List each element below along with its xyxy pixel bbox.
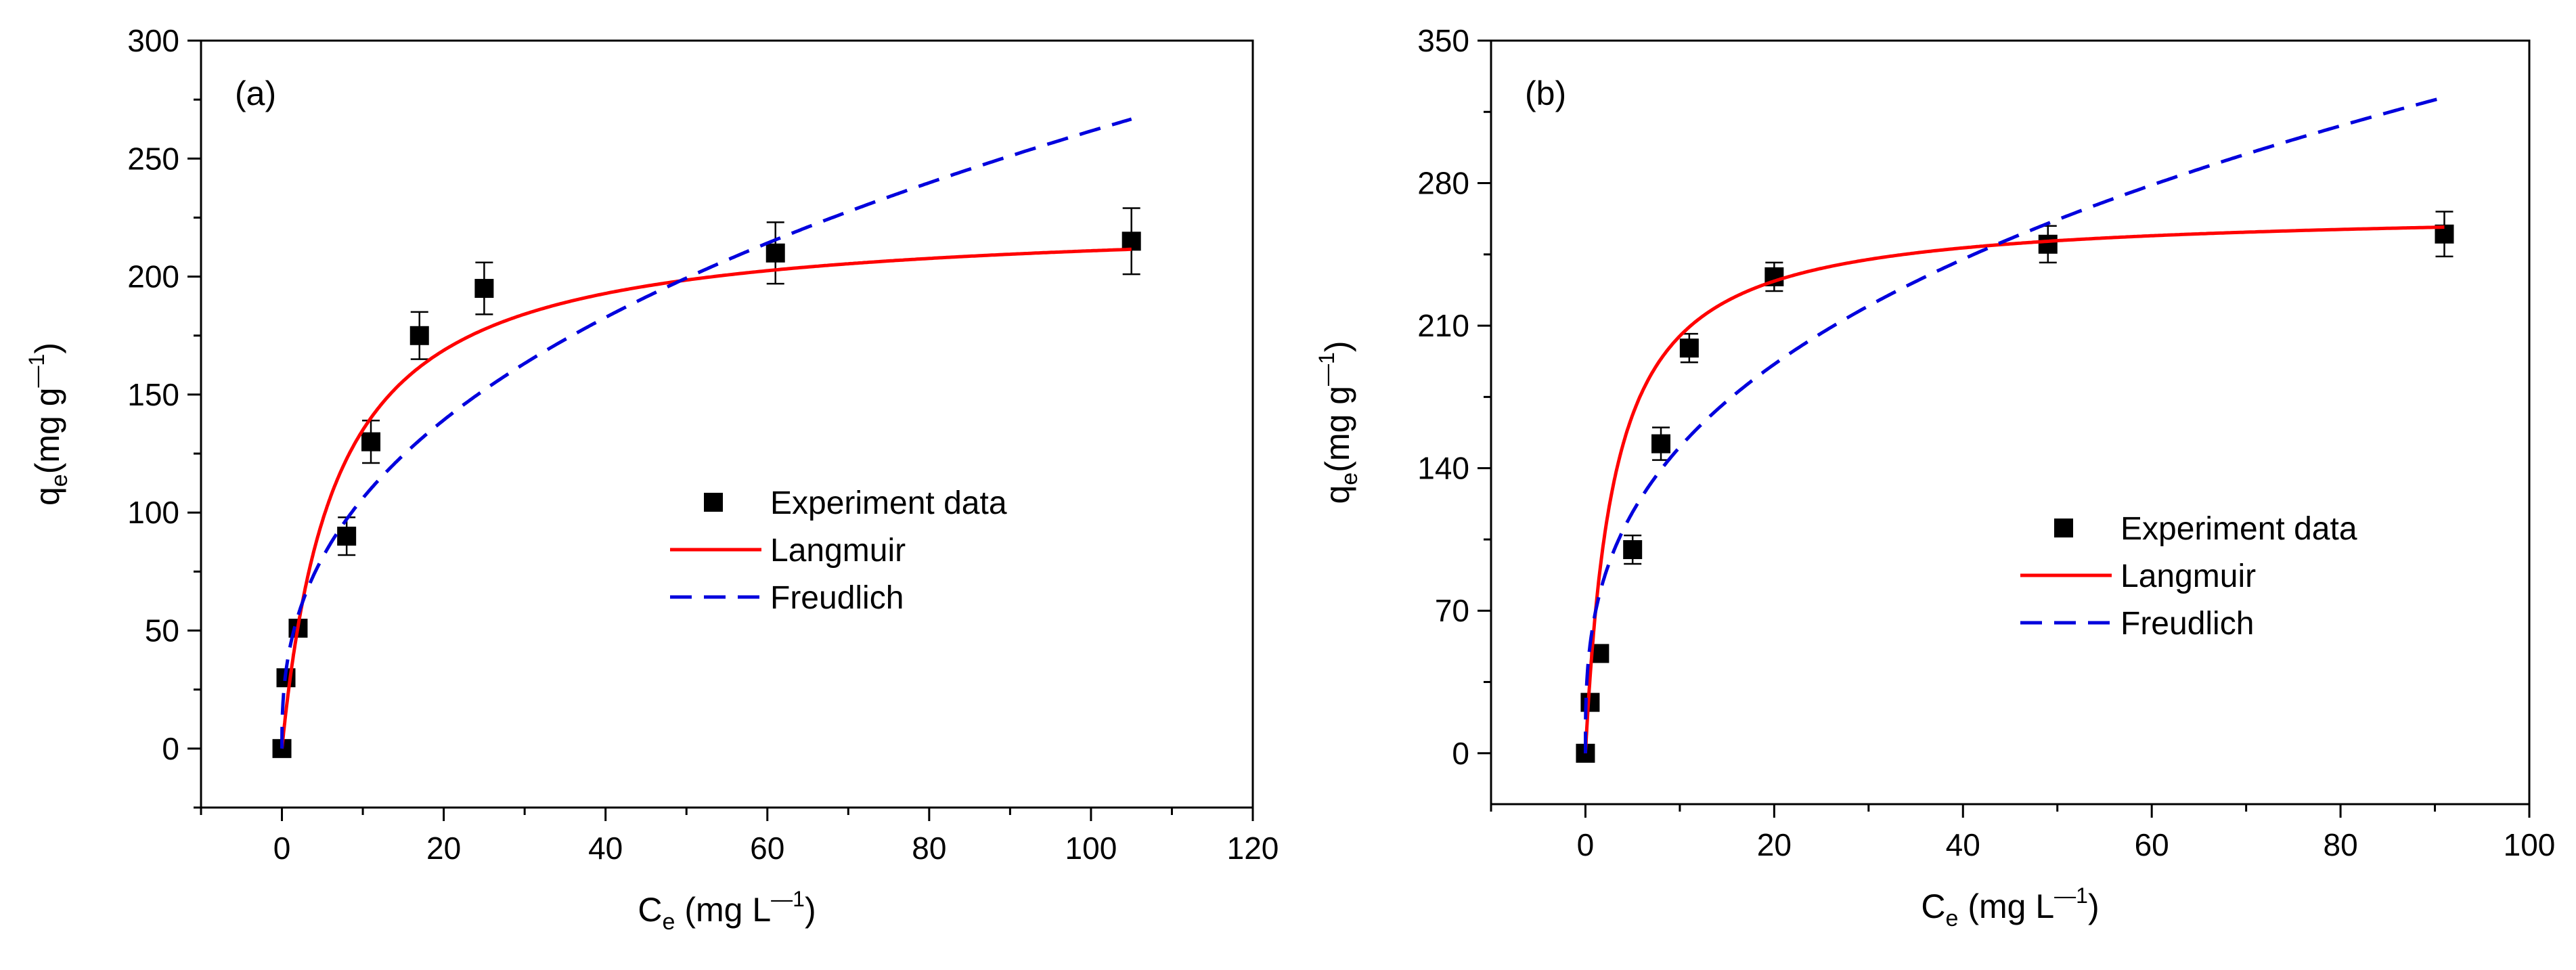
legend-label: Experiment data [2120, 511, 2357, 547]
y-tick-label: 300 [127, 23, 179, 58]
x-tick-label: 80 [912, 831, 946, 866]
freundlich-fit-line [1584, 95, 2445, 753]
freundlich-fit-line [280, 117, 1132, 749]
x-tick-label: 60 [2135, 827, 2169, 862]
y-tick-label: 350 [1417, 23, 1469, 58]
x-tick-label: 0 [1577, 827, 1595, 862]
data-point [474, 279, 494, 299]
panel-a: 0 20 40 60 80 100 120 0 50 100 150 200 250 300 Ce (mg … [24, 23, 1279, 935]
legend: Experiment data Langmuir Freudlich [2020, 511, 2357, 642]
data-point [337, 527, 357, 546]
langmuir-fit-line [1584, 225, 2445, 753]
y-tick-label: 250 [127, 141, 179, 176]
x-tick-label: 20 [1757, 827, 1792, 862]
data-point [361, 432, 381, 451]
legend-label: Langmuir [770, 533, 906, 569]
plot-frame [200, 39, 1254, 809]
data-point [765, 243, 785, 263]
x-tick-label: 100 [1065, 831, 1117, 866]
y-tick-label: 0 [1452, 736, 1469, 771]
y-tick-label: 100 [127, 495, 179, 530]
legend-marker-experiment [704, 493, 723, 512]
x-axis-title: Ce (mg L—1) [1921, 883, 2099, 931]
legend-label: Experiment data [770, 485, 1007, 521]
y-tick-label: 70 [1435, 593, 1469, 628]
x-tick-label: 20 [426, 831, 461, 866]
data-point [1122, 232, 1141, 251]
langmuir-fit-line [280, 247, 1132, 749]
y-tick-label: 150 [127, 377, 179, 412]
y-tick-label: 140 [1417, 451, 1469, 486]
data-point [1623, 540, 1643, 559]
x-tick-label: 80 [2324, 827, 2358, 862]
data-point [2038, 234, 2058, 254]
x-tick-label: 60 [750, 831, 784, 866]
legend-label: Freudlich [2120, 606, 2254, 642]
y-axis-title: qe(mg g—1) [24, 343, 72, 506]
panel-b: 0 20 40 60 80 100 0 70 140 210 280 350 Ce (mg L—1) qe… [1314, 23, 2555, 931]
y-tick-label: 0 [162, 731, 179, 766]
y-axis-title: qe(mg g—1) [1314, 341, 1362, 504]
data-point [1651, 434, 1671, 454]
x-tick-label: 120 [1227, 831, 1279, 866]
legend: Experiment data Langmuir Freudlich [670, 485, 1007, 616]
y-tick-label: 210 [1417, 308, 1469, 343]
panel-label: (b) [1525, 74, 1566, 112]
x-axis-title: Ce (mg L—1) [638, 887, 816, 935]
data-point [1679, 338, 1699, 358]
legend-label: Langmuir [2120, 558, 2256, 594]
plot-frame [1490, 39, 2531, 806]
x-tick-label: 40 [588, 831, 623, 866]
y-tick-label: 50 [145, 613, 179, 648]
y-tick-label: 280 [1417, 166, 1469, 201]
x-tick-label: 40 [1946, 827, 1980, 862]
legend-label: Freudlich [770, 580, 904, 616]
panel-label: (a) [235, 74, 276, 112]
legend-marker-experiment [2054, 519, 2073, 537]
x-tick-label: 0 [273, 831, 291, 866]
y-tick-label: 200 [127, 259, 179, 294]
data-point [409, 326, 429, 345]
x-tick-label: 100 [2504, 827, 2556, 862]
